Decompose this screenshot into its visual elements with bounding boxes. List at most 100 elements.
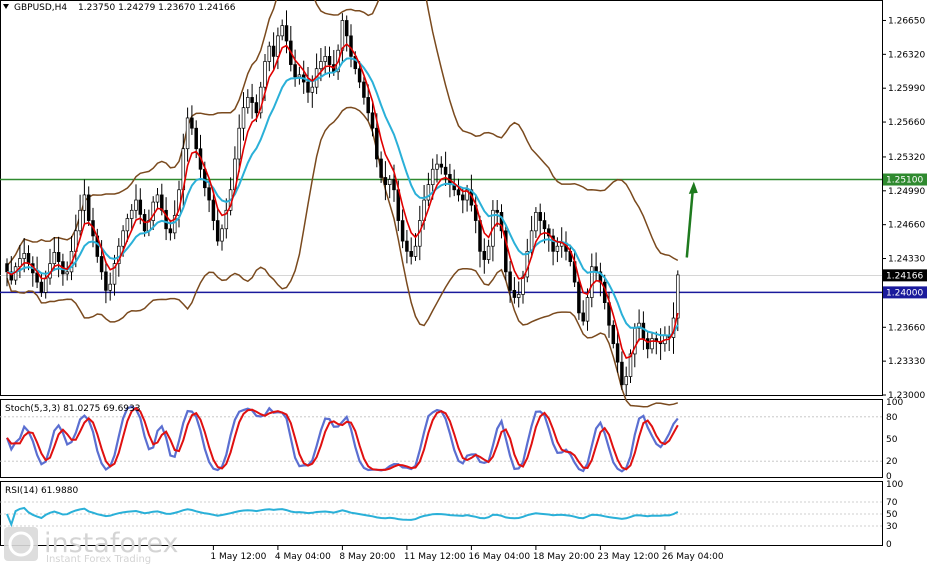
candle	[190, 105, 194, 135]
candle-body	[405, 240, 409, 252]
candle	[585, 288, 590, 331]
candle-body	[129, 209, 134, 219]
candle-body	[581, 312, 585, 322]
candle-body	[370, 112, 375, 129]
candle-body	[435, 163, 439, 170]
candle	[258, 81, 263, 119]
resistance-price-tag	[883, 173, 927, 186]
candle	[456, 178, 461, 202]
candle	[319, 47, 323, 82]
candle-body	[250, 97, 254, 103]
candle-body	[615, 343, 620, 363]
time-tick-label: 26 May 04:00	[662, 552, 724, 562]
support-price-label: 1.24000	[886, 288, 923, 298]
time-tick-label: 8 May 20:00	[339, 552, 395, 562]
candle-body	[164, 209, 168, 230]
candle-body	[516, 294, 521, 298]
time-tick-label: 23 May 12:00	[597, 552, 659, 562]
candle	[370, 102, 375, 137]
candle-body	[379, 158, 383, 178]
main-panel-frame	[0, 0, 883, 396]
candle-body	[254, 102, 259, 114]
rsi-line	[6, 506, 679, 528]
candle	[405, 229, 409, 264]
candle	[383, 161, 388, 201]
stoch-tick-label: 80	[886, 413, 898, 423]
candle	[508, 261, 512, 303]
candle-body	[340, 20, 345, 51]
candle-body	[22, 253, 26, 259]
candle	[65, 261, 69, 281]
candle	[22, 238, 26, 273]
stoch-panel-frame	[0, 399, 883, 478]
chart-symbol: GBPUSD,H4	[14, 3, 67, 13]
candle-body	[78, 209, 82, 232]
candle-body	[650, 338, 654, 350]
watermark-brand: instaforex	[44, 528, 178, 559]
candle-body	[590, 266, 594, 298]
candle	[271, 32, 276, 70]
candle	[504, 226, 508, 281]
candle-body	[26, 253, 31, 265]
candle-body	[430, 168, 435, 185]
candle	[344, 15, 349, 52]
candle	[82, 179, 87, 226]
ma-fast-line	[6, 42, 679, 359]
stoch-tick-label: 100	[886, 398, 903, 408]
candle	[486, 239, 491, 264]
symbol-dropdown-icon[interactable]	[3, 4, 9, 9]
candle-body	[211, 199, 216, 221]
candle-body	[284, 25, 289, 42]
rsi-tick-label: 100	[886, 480, 903, 490]
candle	[435, 154, 439, 183]
candle-body	[190, 117, 194, 129]
price-tick-label: 1.24330	[888, 255, 925, 265]
candle	[551, 228, 555, 266]
candle	[542, 212, 547, 244]
watermark-tagline: Instant Forex Trading	[46, 554, 151, 565]
candle	[86, 186, 91, 226]
candle-body	[297, 74, 302, 78]
candle	[439, 156, 444, 175]
rsi-title: RSI(14) 61.9880	[5, 486, 78, 496]
candle	[241, 92, 246, 141]
candle-body	[676, 274, 680, 319]
candle-body	[624, 376, 628, 386]
price-tick-label: 1.25320	[888, 153, 925, 163]
candle	[293, 49, 297, 87]
candle-body	[465, 189, 469, 201]
candle	[650, 333, 654, 354]
candle-body	[551, 235, 555, 252]
candle	[547, 224, 551, 252]
candle	[220, 224, 224, 251]
candle	[211, 194, 216, 231]
candle-body	[172, 215, 177, 234]
candle-body	[534, 212, 538, 232]
candle-body	[65, 271, 69, 275]
candle-body	[323, 56, 327, 62]
stoch-signal-line	[6, 406, 679, 471]
rsi-tick-label: 70	[886, 498, 898, 508]
candle-body	[258, 86, 263, 114]
current-price-tag	[883, 269, 927, 282]
time-axis: 1 May 12:00 4 May 04:00 8 May 20:00 11 May …	[210, 546, 724, 562]
candle-body	[224, 209, 229, 230]
candle	[516, 281, 521, 308]
candle	[207, 179, 211, 213]
candle-body	[349, 35, 353, 57]
candle-body	[392, 179, 396, 191]
candle	[400, 209, 405, 249]
rsi-panel	[0, 501, 882, 528]
candle-body	[194, 127, 198, 150]
candle-body	[577, 281, 581, 314]
candle-body	[104, 271, 108, 291]
candle	[590, 253, 594, 308]
candle-body	[400, 220, 405, 242]
rsi-tick-label: 50	[886, 510, 898, 520]
candle-body	[52, 252, 57, 265]
candle	[164, 197, 168, 241]
stoch-main-line	[5, 405, 679, 473]
time-tick-label: 18 May 20:00	[533, 552, 595, 562]
